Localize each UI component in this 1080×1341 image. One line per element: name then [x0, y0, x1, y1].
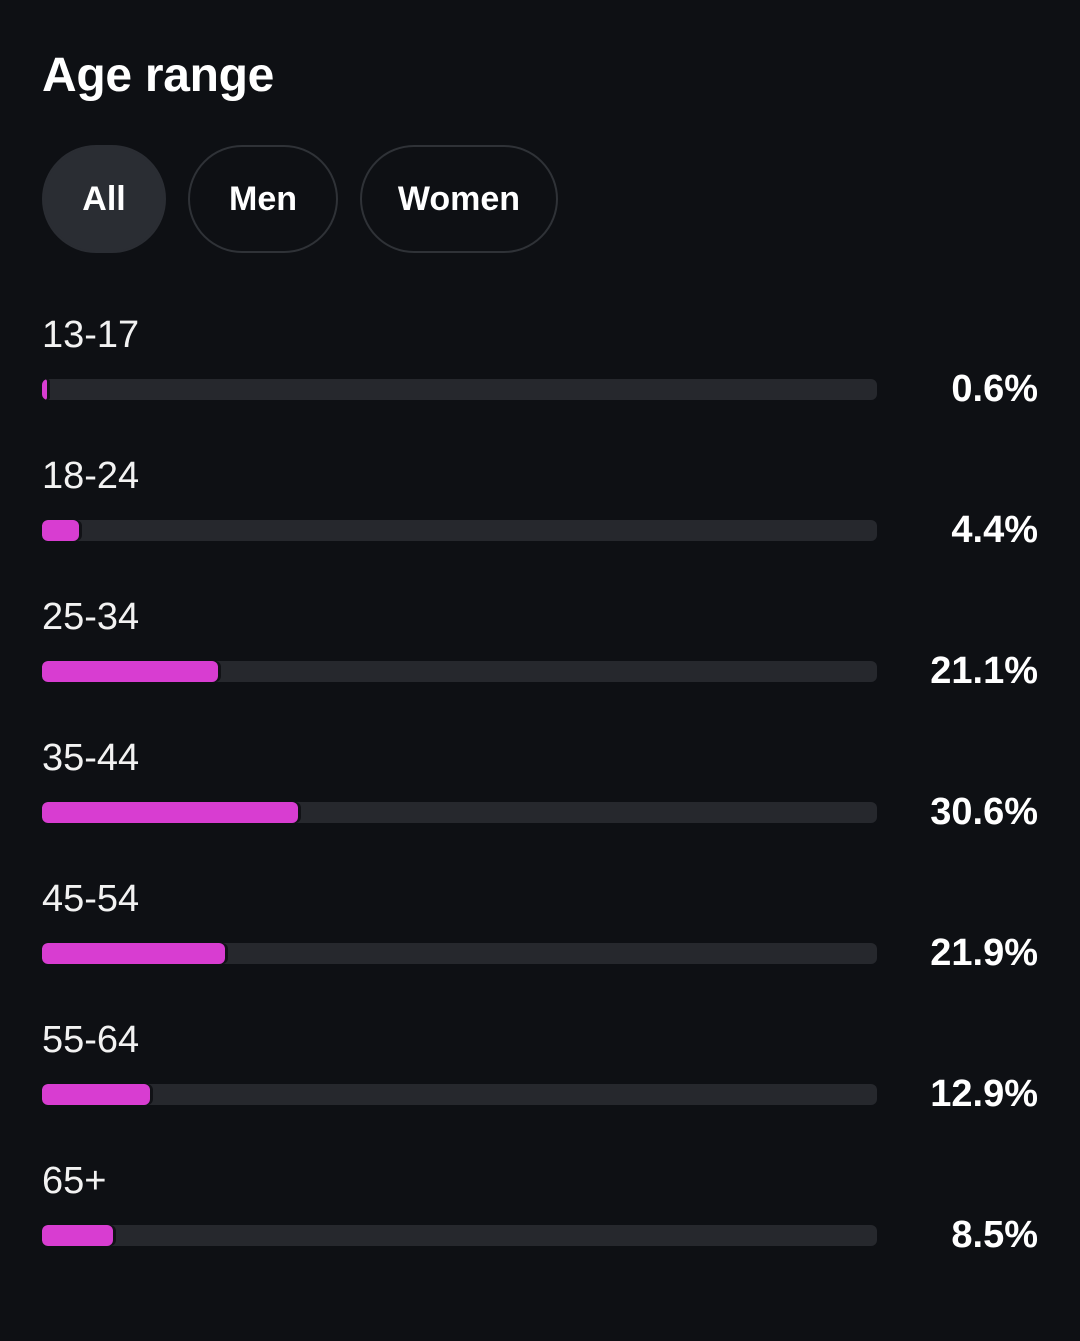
bar-track — [42, 661, 877, 682]
age-row: 55-64 12.9% — [0, 1018, 1080, 1159]
bar-track — [42, 943, 877, 964]
age-range-label: 13-17 — [42, 314, 140, 356]
filter-women-button[interactable]: Women — [360, 145, 558, 253]
age-range-label: 35-44 — [42, 737, 140, 779]
page-title: Age range — [42, 49, 275, 102]
bar-fill — [42, 943, 225, 964]
bar-track — [42, 1084, 877, 1105]
bar-track — [42, 379, 877, 400]
age-row: 13-17 0.6% — [0, 313, 1080, 454]
gender-filter-group: All Men Women — [42, 145, 558, 253]
age-row: 65+ 8.5% — [0, 1159, 1080, 1300]
filter-men-button[interactable]: Men — [188, 145, 338, 253]
age-row: 25-34 21.1% — [0, 595, 1080, 736]
bar-fill — [42, 661, 218, 682]
bar-track — [42, 520, 877, 541]
bar-fill — [42, 1084, 150, 1105]
percentage-value: 0.6% — [951, 368, 1038, 410]
filter-all-button[interactable]: All — [42, 145, 166, 253]
age-range-label: 65+ — [42, 1160, 107, 1202]
percentage-value: 4.4% — [951, 509, 1038, 551]
bar-fill — [42, 520, 79, 541]
age-range-label: 55-64 — [42, 1019, 140, 1061]
age-row: 45-54 21.9% — [0, 877, 1080, 1018]
percentage-value: 21.1% — [930, 650, 1038, 692]
percentage-value: 12.9% — [930, 1073, 1038, 1115]
age-row: 35-44 30.6% — [0, 736, 1080, 877]
bar-fill — [42, 802, 298, 823]
bar-fill — [42, 1225, 113, 1246]
bar-track — [42, 1225, 877, 1246]
bar-fill — [42, 379, 47, 400]
age-range-label: 25-34 — [42, 596, 140, 638]
percentage-value: 30.6% — [930, 791, 1038, 833]
percentage-value: 21.9% — [930, 932, 1038, 974]
bar-track — [42, 802, 877, 823]
age-row: 18-24 4.4% — [0, 454, 1080, 595]
age-range-label: 45-54 — [42, 878, 140, 920]
percentage-value: 8.5% — [951, 1214, 1038, 1256]
age-range-label: 18-24 — [42, 455, 140, 497]
